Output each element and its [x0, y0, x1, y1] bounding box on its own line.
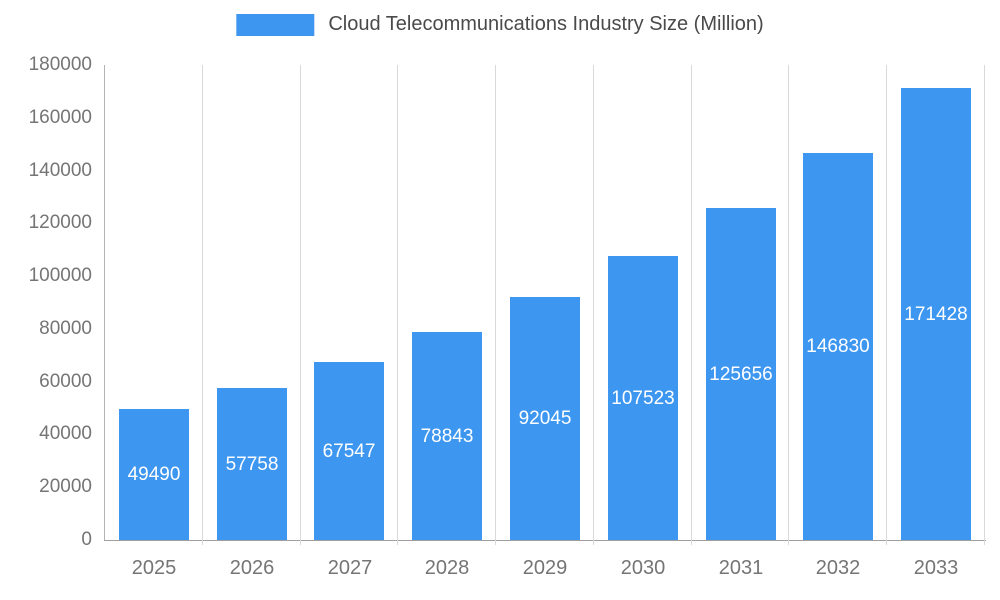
gridline-vertical	[202, 65, 203, 545]
bar-value-label: 171428	[904, 303, 968, 325]
y-axis-tick-label: 140000	[28, 160, 92, 181]
y-axis-tick-label: 80000	[39, 318, 92, 339]
x-axis-tick-label: 2028	[424, 557, 470, 579]
y-axis-line	[104, 65, 105, 541]
legend: Cloud Telecommunications Industry Size (…	[236, 13, 764, 36]
bar-2033[interactable]: 171428	[901, 88, 971, 540]
gridline-vertical	[984, 65, 985, 545]
bar-value-label: 49490	[127, 464, 181, 485]
bar-2031[interactable]: 125656	[706, 208, 776, 540]
y-axis-tick-label: 160000	[28, 107, 92, 128]
bar-value-label: 146830	[806, 336, 870, 357]
gridline-vertical	[397, 65, 398, 545]
bar-2028[interactable]: 78843	[412, 332, 482, 540]
gridline-vertical	[593, 65, 594, 545]
bar-value-label: 125656	[709, 363, 773, 385]
x-axis-tick-label: 2031	[718, 557, 764, 579]
x-axis-tick-label: 2029	[522, 557, 568, 579]
bar-value-label: 107523	[611, 387, 675, 409]
y-axis-tick-label: 100000	[28, 265, 92, 286]
x-axis-tick-label: 2032	[815, 557, 861, 579]
x-axis-line	[104, 540, 986, 541]
bar-2026[interactable]: 57758	[217, 388, 287, 540]
y-axis-tick-label: 120000	[28, 212, 92, 233]
x-axis-tick-label: 2025	[131, 557, 177, 579]
x-axis-tick-label: 2027	[327, 557, 373, 579]
bar-2025[interactable]: 49490	[119, 409, 189, 540]
gridline-vertical	[886, 65, 887, 545]
x-axis-tick-label: 2026	[229, 557, 275, 579]
y-axis-tick-label: 20000	[39, 476, 92, 497]
bar-value-label: 78843	[420, 425, 474, 447]
bar-value-label: 57758	[225, 453, 279, 475]
x-axis-tick-label: 2033	[913, 557, 959, 579]
y-axis-tick-label: 40000	[39, 423, 92, 444]
gridline-vertical	[495, 65, 496, 545]
bar-2030[interactable]: 107523	[608, 256, 678, 540]
bar-2027[interactable]: 67547	[314, 362, 384, 540]
legend-label: Cloud Telecommunications Industry Size (…	[328, 13, 764, 35]
y-axis-tick-label: 0	[81, 529, 92, 550]
bar-value-label: 67547	[322, 440, 376, 462]
y-axis-tick-label: 60000	[39, 371, 92, 392]
y-axis-tick-label: 180000	[28, 54, 92, 75]
gridline-vertical	[300, 65, 301, 545]
gridline-vertical	[788, 65, 789, 545]
legend-swatch	[236, 13, 315, 36]
bar-2029[interactable]: 92045	[510, 297, 580, 540]
bar-value-label: 92045	[518, 408, 572, 429]
plot-area: 49490 57758 67547 78843 92045 107523 125656 146…	[105, 65, 985, 545]
x-axis-tick-label: 2030	[620, 557, 666, 579]
bar-2032[interactable]: 146830	[803, 153, 873, 540]
gridline-vertical	[691, 65, 692, 545]
